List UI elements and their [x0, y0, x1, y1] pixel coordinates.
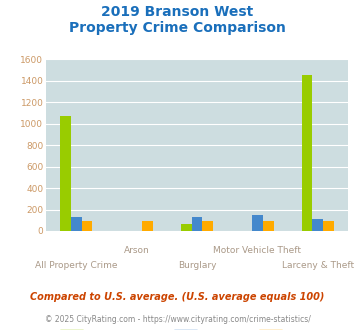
Bar: [142, 221, 153, 231]
Bar: [181, 224, 192, 231]
Legend: Branson West, Missouri, National: Branson West, Missouri, National: [56, 325, 338, 330]
Bar: [263, 221, 274, 231]
Bar: [202, 221, 213, 231]
Text: Compared to U.S. average. (U.S. average equals 100): Compared to U.S. average. (U.S. average …: [30, 292, 325, 302]
Bar: [301, 75, 312, 231]
Bar: [71, 217, 82, 231]
Bar: [60, 116, 71, 231]
Bar: [252, 215, 263, 231]
Bar: [323, 221, 334, 231]
Text: All Property Crime: All Property Crime: [35, 261, 118, 270]
Text: 2019 Branson West: 2019 Branson West: [102, 5, 253, 19]
Text: © 2025 CityRating.com - https://www.cityrating.com/crime-statistics/: © 2025 CityRating.com - https://www.city…: [45, 315, 310, 324]
Bar: [312, 219, 323, 231]
Bar: [192, 217, 202, 231]
Bar: [82, 221, 93, 231]
Text: Property Crime Comparison: Property Crime Comparison: [69, 21, 286, 35]
Text: Burglary: Burglary: [178, 261, 216, 270]
Text: Arson: Arson: [124, 246, 149, 255]
Text: Larceny & Theft: Larceny & Theft: [282, 261, 354, 270]
Text: Motor Vehicle Theft: Motor Vehicle Theft: [213, 246, 301, 255]
